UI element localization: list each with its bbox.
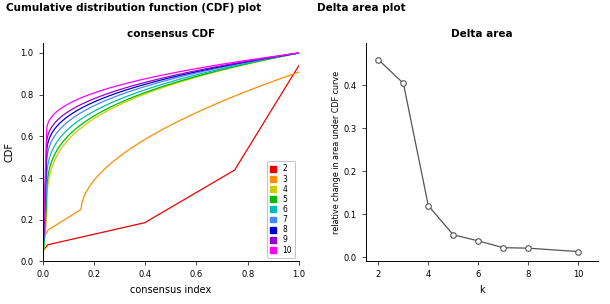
Y-axis label: CDF: CDF bbox=[5, 142, 15, 162]
Title: consensus CDF: consensus CDF bbox=[127, 29, 215, 39]
Title: Delta area: Delta area bbox=[451, 29, 513, 39]
X-axis label: consensus index: consensus index bbox=[130, 285, 212, 295]
Legend: 2, 3, 4, 5, 6, 7, 8, 9, 10: 2, 3, 4, 5, 6, 7, 8, 9, 10 bbox=[267, 161, 295, 257]
Y-axis label: relative change in area under CDF curve: relative change in area under CDF curve bbox=[332, 71, 341, 233]
Text: Delta area plot: Delta area plot bbox=[317, 3, 406, 13]
X-axis label: k: k bbox=[479, 285, 485, 295]
Text: Cumulative distribution function (CDF) plot: Cumulative distribution function (CDF) p… bbox=[6, 3, 261, 13]
